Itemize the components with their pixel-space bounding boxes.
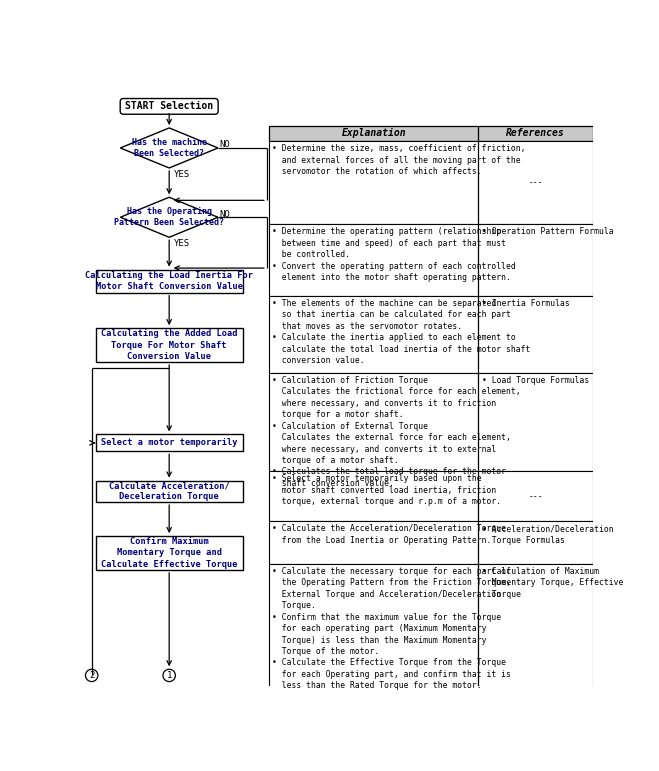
Text: • Calculation of Maximum
  Momentary Torque, Effective
  Torque: • Calculation of Maximum Momentary Torqu… <box>482 567 623 599</box>
Text: • Calculate the necessary torque for each part of
  the Operating Pattern from t: • Calculate the necessary torque for eac… <box>272 567 511 690</box>
Text: • Calculate the Acceleration/Deceleration Torque
  from the Load Inertia or Oper: • Calculate the Acceleration/Deceleratio… <box>272 524 506 545</box>
Bar <box>269 296 593 373</box>
Text: • The elements of the machine can be separated
  so that inertia can be calculat: • The elements of the machine can be sep… <box>272 299 530 365</box>
Bar <box>269 126 593 141</box>
Text: • Operation Pattern Formula: • Operation Pattern Formula <box>482 227 613 236</box>
Bar <box>269 224 593 296</box>
Text: YES: YES <box>174 239 190 247</box>
Bar <box>269 141 593 224</box>
Text: • Determine the size, mass, coefficient of friction,
  and external forces of al: • Determine the size, mass, coefficient … <box>272 144 526 176</box>
Text: Calculate Acceleration/
Deceleration Torque: Calculate Acceleration/ Deceleration Tor… <box>109 481 229 501</box>
Bar <box>96 536 243 570</box>
Text: NO: NO <box>219 210 230 219</box>
Text: References: References <box>506 128 565 138</box>
Bar <box>269 564 593 689</box>
Text: • Select a motor temporarily based upon the
  motor shaft converted load inertia: • Select a motor temporarily based upon … <box>272 474 501 507</box>
Text: • Inertia Formulas: • Inertia Formulas <box>482 299 569 308</box>
Bar <box>96 328 243 362</box>
FancyBboxPatch shape <box>120 99 218 114</box>
Text: ---: --- <box>529 178 543 187</box>
Text: 2: 2 <box>89 671 94 680</box>
Text: Has the machine
Been Selected?: Has the machine Been Selected? <box>132 138 207 158</box>
Text: • Load Torque Formulas: • Load Torque Formulas <box>482 376 588 385</box>
Bar <box>269 471 593 521</box>
Bar <box>96 434 243 451</box>
Text: Calculating the Load Inertia For
Motor Shaft Conversion Value: Calculating the Load Inertia For Motor S… <box>85 271 253 291</box>
Text: NO: NO <box>219 140 230 150</box>
Text: Confirm Maximum
Momentary Torque and
Calculate Effective Torque: Confirm Maximum Momentary Torque and Cal… <box>101 537 237 568</box>
Text: START Selection: START Selection <box>125 101 214 111</box>
Text: • Acceleration/Deceleration
  Torque Formulas: • Acceleration/Deceleration Torque Formu… <box>482 524 613 545</box>
Bar <box>269 521 593 564</box>
Bar <box>96 270 243 293</box>
Text: • Determine the operating pattern (relationship
  between time and speed) of eac: • Determine the operating pattern (relat… <box>272 227 516 282</box>
Text: Explanation: Explanation <box>341 128 406 138</box>
Text: YES: YES <box>174 170 190 179</box>
Bar <box>269 373 593 471</box>
Text: Has the Operating
Pattern Been Selected?: Has the Operating Pattern Been Selected? <box>114 207 224 227</box>
Text: Select a motor temporarily: Select a motor temporarily <box>101 439 237 447</box>
Text: 1: 1 <box>167 671 172 680</box>
Text: ---: --- <box>529 492 543 501</box>
Bar <box>96 480 243 502</box>
Text: • Calculation of Friction Torque
  Calculates the frictional force for each elem: • Calculation of Friction Torque Calcula… <box>272 376 521 488</box>
Text: Calculating the Added Load
Torque For Motor Shaft
Conversion Value: Calculating the Added Load Torque For Mo… <box>101 329 237 361</box>
